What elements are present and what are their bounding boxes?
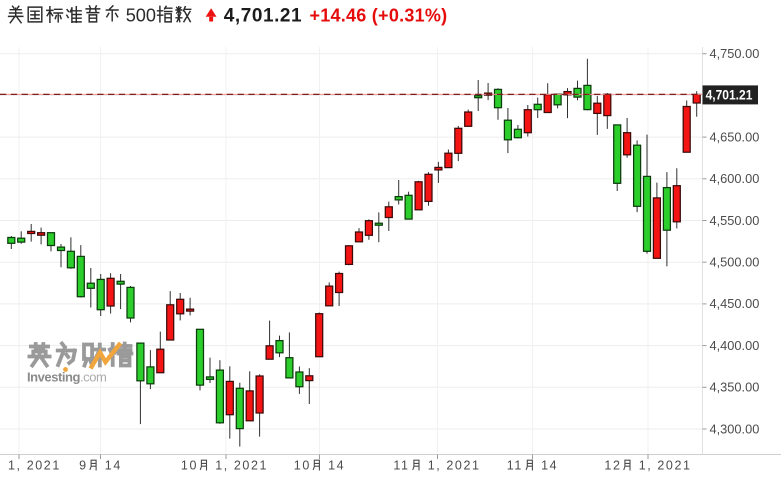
svg-text:4,701.21: 4,701.21	[706, 87, 753, 102]
svg-text:4,550.00: 4,550.00	[710, 213, 760, 228]
svg-text:14: 14	[328, 459, 345, 473]
svg-text:9: 9	[79, 459, 88, 473]
svg-text:Investing.com: Investing.com	[27, 370, 106, 385]
svg-text:12: 12	[604, 459, 621, 473]
svg-text:1, 2021: 1, 2021	[8, 459, 61, 473]
svg-text:1, 2021: 1, 2021	[639, 459, 692, 473]
svg-text:4,400.00: 4,400.00	[710, 338, 760, 353]
svg-text:1, 2021: 1, 2021	[428, 459, 481, 473]
svg-text:4,600.00: 4,600.00	[710, 171, 760, 186]
svg-text:11: 11	[393, 459, 409, 473]
svg-text:1, 2021: 1, 2021	[215, 459, 268, 473]
svg-text:10: 10	[181, 459, 198, 473]
svg-text:4,350.00: 4,350.00	[710, 380, 760, 395]
svg-text:11: 11	[507, 459, 523, 473]
svg-text:4,500.00: 4,500.00	[710, 255, 760, 270]
svg-text:4,750.00: 4,750.00	[710, 46, 760, 61]
svg-text:14: 14	[105, 459, 122, 473]
svg-text:4,450.00: 4,450.00	[710, 296, 760, 311]
svg-text:4,701.21: 4,701.21	[224, 6, 302, 27]
svg-text:4,650.00: 4,650.00	[710, 129, 760, 144]
svg-text:500: 500	[126, 6, 156, 26]
svg-text:4,300.00: 4,300.00	[710, 421, 760, 436]
svg-text:10: 10	[294, 459, 311, 473]
svg-text:14: 14	[541, 459, 558, 473]
svg-text:+14.46 (+0.31%): +14.46 (+0.31%)	[310, 6, 448, 26]
